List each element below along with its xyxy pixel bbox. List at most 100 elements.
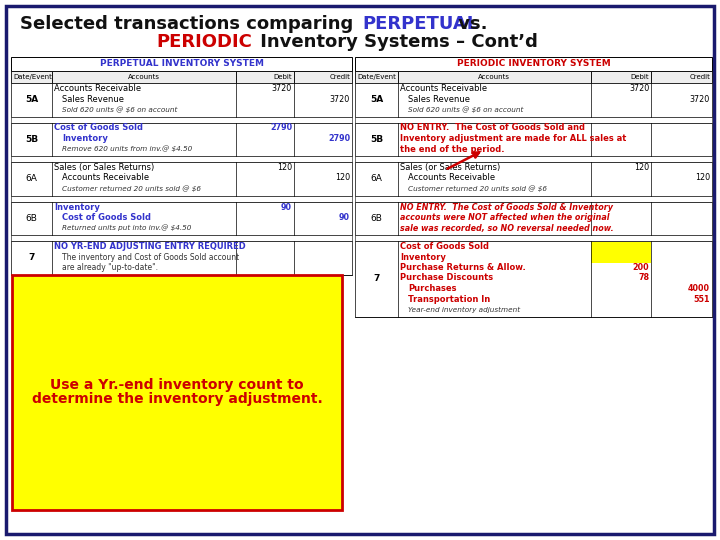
- Text: 6B: 6B: [25, 214, 37, 222]
- Bar: [590, 242, 652, 253]
- Bar: [355, 83, 712, 117]
- Text: 120: 120: [634, 163, 649, 172]
- Text: Sold 620 units @ $6 on account: Sold 620 units @ $6 on account: [62, 106, 177, 113]
- Bar: [12, 274, 342, 510]
- Bar: [11, 195, 352, 201]
- Text: 120: 120: [335, 173, 350, 183]
- Text: Selected transactions comparing: Selected transactions comparing: [20, 15, 360, 33]
- Text: 7: 7: [28, 253, 35, 262]
- Text: are already "up-to-date".: are already "up-to-date".: [62, 263, 158, 272]
- Text: 200: 200: [633, 263, 649, 272]
- Text: 90: 90: [339, 213, 350, 222]
- Text: Credit: Credit: [689, 74, 710, 80]
- Text: NO ENTRY.  The Cost of Goods Sold & Inventory: NO ENTRY. The Cost of Goods Sold & Inven…: [400, 202, 613, 212]
- Text: Accounts: Accounts: [128, 74, 160, 80]
- Text: 3720: 3720: [629, 84, 649, 93]
- Bar: [11, 83, 352, 117]
- Bar: [11, 241, 352, 274]
- Text: 120: 120: [695, 173, 710, 183]
- Text: Sold 620 units @ $6 on account: Sold 620 units @ $6 on account: [408, 106, 523, 113]
- Text: Cost of Goods Sold: Cost of Goods Sold: [54, 124, 143, 132]
- Text: sale was recorded, so NO reversal needed now.: sale was recorded, so NO reversal needed…: [400, 224, 613, 233]
- Bar: [11, 123, 352, 156]
- Bar: [355, 241, 712, 316]
- Text: 2790: 2790: [270, 124, 292, 132]
- Bar: [590, 253, 652, 263]
- Bar: [398, 71, 590, 83]
- Text: Date/Event: Date/Event: [13, 74, 52, 80]
- Text: Inventory Systems – Cont’d: Inventory Systems – Cont’d: [254, 33, 538, 51]
- Text: Sales (or Sales Returns): Sales (or Sales Returns): [54, 163, 154, 172]
- Bar: [11, 156, 352, 162]
- Text: Cost of Goods Sold: Cost of Goods Sold: [400, 242, 489, 251]
- Text: Use a Yr.-end inventory count to: Use a Yr.-end inventory count to: [50, 378, 304, 392]
- Text: 5B: 5B: [370, 135, 383, 144]
- Text: PERIODIC: PERIODIC: [156, 33, 252, 51]
- Text: 5B: 5B: [25, 135, 38, 144]
- Text: Purchase Returns & Allow.: Purchase Returns & Allow.: [400, 263, 526, 272]
- Bar: [355, 156, 712, 162]
- Text: Purchase Discounts: Purchase Discounts: [400, 273, 493, 282]
- Text: Debit: Debit: [631, 74, 649, 80]
- Text: 6A: 6A: [371, 174, 382, 183]
- Text: 120: 120: [277, 163, 292, 172]
- Bar: [355, 71, 398, 83]
- Text: 3720: 3720: [330, 94, 350, 104]
- Text: 90: 90: [281, 202, 292, 212]
- Text: Customer returned 20 units sold @ $6: Customer returned 20 units sold @ $6: [62, 185, 201, 192]
- Text: Year-end inventory adjustment: Year-end inventory adjustment: [408, 306, 520, 313]
- Text: Inventory: Inventory: [62, 134, 108, 143]
- Bar: [590, 71, 652, 83]
- Text: Sales Revenue: Sales Revenue: [408, 94, 470, 104]
- Text: Inventory: Inventory: [400, 253, 446, 261]
- Text: PERPETUAL: PERPETUAL: [362, 15, 478, 33]
- Bar: [11, 162, 352, 195]
- Text: 4000: 4000: [688, 284, 710, 293]
- Text: NO YR-END ADJUSTING ENTRY REQUIRED: NO YR-END ADJUSTING ENTRY REQUIRED: [54, 242, 246, 251]
- Text: accounts were NOT affected when the original: accounts were NOT affected when the orig…: [400, 213, 609, 222]
- Bar: [11, 57, 352, 71]
- Bar: [355, 195, 712, 201]
- Text: PERIODIC INVENTORY SYSTEM: PERIODIC INVENTORY SYSTEM: [456, 59, 611, 69]
- Text: Customer returned 20 units sold @ $6: Customer returned 20 units sold @ $6: [408, 185, 547, 192]
- Text: Accounts Receivable: Accounts Receivable: [54, 84, 141, 93]
- Bar: [355, 162, 712, 195]
- Text: Date/Event: Date/Event: [357, 74, 396, 80]
- Bar: [355, 123, 712, 156]
- Bar: [355, 117, 712, 123]
- Text: The inventory and Cost of Goods Sold account: The inventory and Cost of Goods Sold acc…: [62, 253, 239, 261]
- Bar: [652, 71, 712, 83]
- Text: NO ENTRY.  The Cost of Goods Sold and: NO ENTRY. The Cost of Goods Sold and: [400, 124, 585, 132]
- Text: Sales Revenue: Sales Revenue: [62, 94, 124, 104]
- Bar: [355, 235, 712, 241]
- Text: Accounts Receivable: Accounts Receivable: [408, 173, 495, 183]
- Text: 3720: 3720: [690, 94, 710, 104]
- Bar: [236, 71, 294, 83]
- Text: Returned units put into inv.@ $4.50: Returned units put into inv.@ $4.50: [62, 225, 192, 232]
- Text: Accounts: Accounts: [478, 74, 510, 80]
- Text: Remove 620 units from inv.@ $4.50: Remove 620 units from inv.@ $4.50: [62, 146, 192, 152]
- Text: 78: 78: [638, 273, 649, 282]
- Text: the end of the period.: the end of the period.: [400, 145, 504, 153]
- Text: 7: 7: [373, 274, 379, 284]
- Bar: [11, 201, 352, 235]
- Text: Accounts Receivable: Accounts Receivable: [62, 173, 149, 183]
- Text: Transportation In: Transportation In: [408, 294, 490, 303]
- Bar: [11, 71, 52, 83]
- Text: Accounts Receivable: Accounts Receivable: [400, 84, 487, 93]
- Text: PERPETUAL INVENTORY SYSTEM: PERPETUAL INVENTORY SYSTEM: [99, 59, 264, 69]
- Bar: [294, 71, 352, 83]
- Text: 2790: 2790: [328, 134, 350, 143]
- Text: 551: 551: [693, 294, 710, 303]
- Text: Purchases: Purchases: [408, 284, 456, 293]
- Text: 5A: 5A: [24, 95, 38, 104]
- Text: 6B: 6B: [371, 214, 382, 222]
- Text: Debit: Debit: [274, 74, 292, 80]
- Text: 3720: 3720: [271, 84, 292, 93]
- Bar: [52, 71, 236, 83]
- Bar: [11, 117, 352, 123]
- Text: Sales (or Sales Returns): Sales (or Sales Returns): [400, 163, 500, 172]
- Text: Inventory adjustment are made for ALL sales at: Inventory adjustment are made for ALL sa…: [400, 134, 626, 143]
- Bar: [11, 235, 352, 241]
- Text: 6A: 6A: [25, 174, 37, 183]
